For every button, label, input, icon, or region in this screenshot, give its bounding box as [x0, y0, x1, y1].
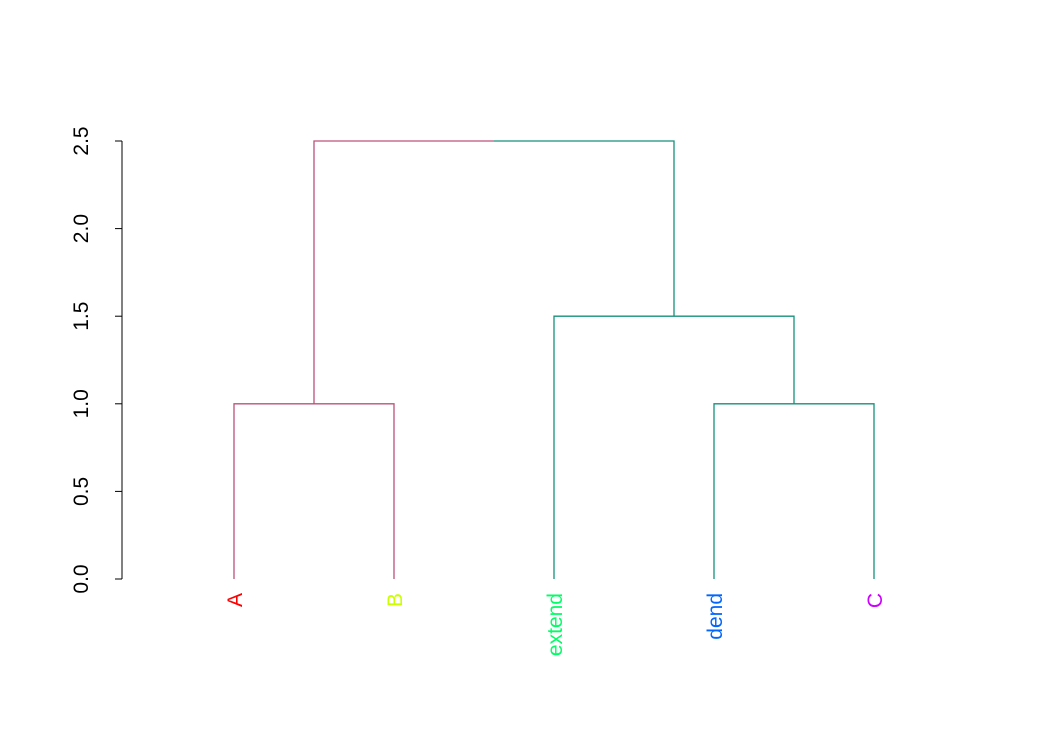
y-tick-label: 0.0: [70, 564, 93, 593]
y-tick-label: 2.0: [70, 214, 93, 243]
branch-AB-left: [233, 403, 314, 579]
branch-root-left: [313, 140, 494, 404]
dendrogram-branches: [233, 140, 875, 579]
y-tick-label: 2.5: [70, 126, 93, 155]
y-tick-label: 1.0: [70, 389, 93, 418]
leaf-label: extend: [544, 593, 567, 656]
leaf-label: C: [864, 593, 887, 608]
leaf-label: dend: [704, 593, 727, 640]
branch-DC-left: [713, 403, 794, 579]
leaf-label: B: [384, 593, 407, 607]
branch-AB-right: [314, 403, 395, 579]
y-tick-label: 0.5: [70, 477, 93, 506]
branch-root-right: [494, 140, 675, 317]
y-tick-label: 1.5: [70, 302, 93, 331]
y-axis: 0.0 0.5 1.0 1.5 2.0 2.5: [70, 126, 123, 594]
leaf-label: A: [224, 593, 247, 607]
branch-DC-right: [794, 403, 875, 579]
branch-EDC-right: [674, 315, 795, 404]
branch-EDC-left: [553, 315, 674, 579]
